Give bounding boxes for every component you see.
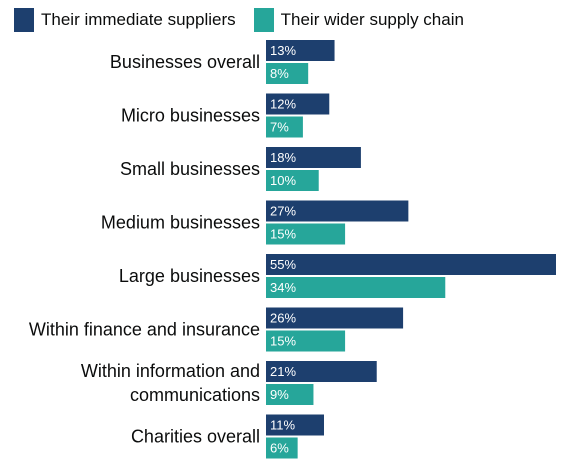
bar — [266, 384, 314, 405]
data-label: 55% — [270, 257, 296, 272]
bar — [266, 437, 298, 459]
category-label-line: Charities overall — [131, 427, 260, 447]
data-label: 10% — [270, 173, 296, 188]
data-label: 7% — [270, 120, 289, 135]
category-label-line: communications — [130, 385, 260, 405]
legend-label-wider-supply-chain: Their wider supply chain — [280, 10, 464, 29]
category-label: Charities overall — [131, 427, 260, 447]
bar — [266, 223, 346, 245]
category-label: Large businesses — [119, 266, 260, 286]
data-label: 34% — [270, 280, 296, 295]
category-label-line: Large businesses — [119, 266, 260, 286]
bar — [266, 200, 409, 222]
legend-swatch-immediate-suppliers — [14, 8, 34, 32]
category-label-line: Businesses overall — [110, 52, 260, 72]
data-label: 15% — [270, 334, 296, 349]
bar — [266, 361, 377, 382]
bar — [266, 63, 309, 84]
bar — [266, 277, 446, 298]
bar — [266, 40, 335, 61]
category-label-line: Medium businesses — [101, 213, 260, 233]
bar — [266, 147, 361, 168]
category-label-line: Within finance and insurance — [29, 320, 260, 340]
category-label: Medium businesses — [101, 213, 260, 233]
data-label: 18% — [270, 150, 296, 165]
data-label: 15% — [270, 227, 296, 242]
category-label-line: Within information and — [81, 361, 260, 381]
category-label: Small businesses — [120, 159, 260, 179]
category-label: Within information and communications — [81, 361, 260, 405]
data-label: 21% — [270, 364, 296, 379]
data-label: 6% — [270, 441, 289, 456]
bar — [266, 414, 324, 436]
data-label: 13% — [270, 43, 296, 58]
data-label: 9% — [270, 387, 289, 402]
category-label: Within finance and insurance — [29, 320, 260, 340]
legend-item-wider-supply-chain: Their wider supply chain — [253, 8, 464, 32]
bar — [266, 170, 319, 191]
bar — [266, 330, 346, 352]
bar — [266, 254, 556, 275]
data-label: 12% — [270, 97, 296, 112]
bar — [266, 116, 303, 138]
data-label: 11% — [270, 418, 295, 433]
bar — [266, 307, 404, 329]
bar — [266, 93, 330, 115]
category-label: Micro businesses — [121, 106, 260, 126]
category-label-line: Small businesses — [120, 159, 260, 179]
category-label-line: Micro businesses — [121, 106, 260, 126]
legend-item-immediate-suppliers: Their immediate suppliers — [14, 8, 236, 32]
legend-label-immediate-suppliers: Their immediate suppliers — [41, 10, 236, 29]
data-label: 26% — [270, 311, 296, 326]
data-label: 8% — [270, 66, 289, 81]
data-label: 27% — [270, 204, 296, 219]
category-label: Businesses overall — [110, 52, 260, 72]
legend-swatch-wider-supply-chain — [253, 8, 274, 32]
legend: Their immediate suppliers Their wider su… — [14, 6, 482, 34]
